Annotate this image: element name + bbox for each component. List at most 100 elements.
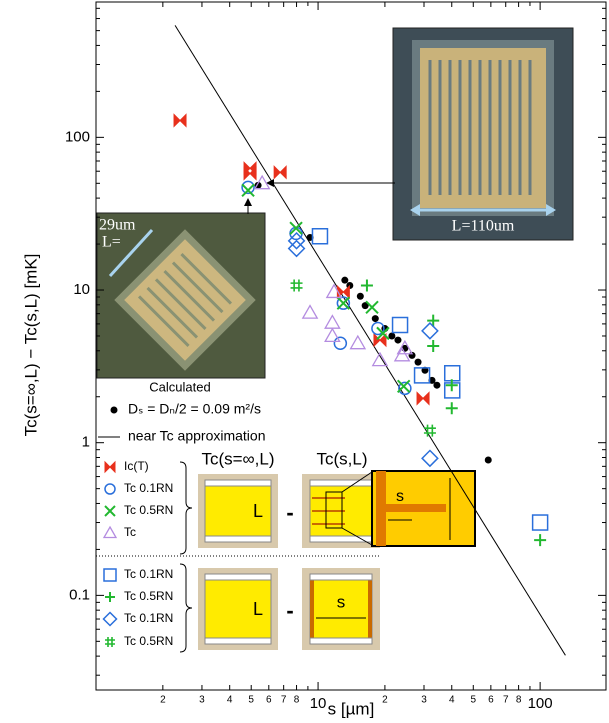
point [396, 379, 411, 394]
legend-label: Tc 0.5RN [124, 634, 173, 648]
x-tick-label: 6 [266, 695, 272, 706]
point [301, 304, 319, 319]
x-tick-label: 7 [503, 695, 509, 706]
point [421, 449, 439, 468]
point [373, 332, 387, 348]
point [361, 302, 369, 310]
point [393, 346, 411, 362]
legend-label: Tc 0.1RN [124, 611, 173, 625]
point [341, 276, 349, 284]
x-tick-label: 4 [227, 695, 233, 706]
x-axis-label: s [µm] [328, 699, 375, 718]
legend-marker [102, 525, 118, 539]
point [356, 292, 364, 300]
x-tick-label: 5 [248, 695, 254, 706]
legend-label: Tc [124, 525, 136, 539]
legend-label: Ic(T) [124, 459, 149, 473]
photo-large: L=110um [392, 27, 574, 241]
x-tick-label: 5 [470, 695, 476, 706]
diagram-label: Tc(s=∞,L) [201, 449, 274, 468]
y-tick-label: 100 [65, 128, 90, 145]
point [336, 296, 351, 310]
point [173, 113, 187, 128]
point [388, 332, 396, 340]
x-tick-label: 6 [488, 695, 494, 706]
legend-label: Dₛ = Dₙ/2 = 0.09 m²/s [128, 401, 261, 417]
point [445, 379, 458, 392]
point [427, 314, 440, 327]
point [324, 327, 341, 343]
legend-marker [105, 592, 115, 602]
x-tick-label: 7 [281, 695, 287, 706]
legend-marker [104, 505, 116, 517]
point [325, 283, 343, 299]
y-axis-label: Tc(s=∞,L) − Tc(s,L) [mK] [21, 254, 40, 437]
diagram-label: s [337, 592, 346, 611]
point [443, 365, 461, 382]
point [534, 534, 547, 547]
x-tick-label: 2 [160, 695, 166, 706]
legend-label: Tc 0.5RN [124, 589, 173, 603]
point [398, 381, 412, 396]
point [333, 336, 348, 351]
x-tick-label: 8 [516, 695, 522, 706]
diagram-label: - [286, 598, 293, 623]
photo-label: 29um [99, 217, 136, 234]
point [423, 424, 436, 437]
point [311, 228, 329, 245]
photo-label: L=110um [452, 218, 515, 235]
diagrams: Tc(s=∞,L) Tc(s,L) L - s L - s s [198, 449, 476, 650]
photo-caption: Calculated [149, 379, 210, 394]
photo-label: L= [102, 234, 121, 251]
point [371, 321, 385, 336]
point [413, 367, 431, 384]
point [290, 279, 303, 292]
diagram-label: s [396, 488, 404, 505]
legend-marker [104, 460, 116, 474]
point [371, 351, 389, 367]
legend-marker [102, 611, 118, 627]
point [365, 300, 379, 315]
point [243, 166, 257, 181]
x-tick-label: 3 [421, 695, 427, 706]
point [349, 334, 367, 350]
x-tick-label: 2 [382, 695, 388, 706]
point [433, 381, 441, 389]
x-tick-label: 4 [449, 695, 455, 706]
point [445, 402, 458, 415]
point [241, 180, 255, 195]
legend-label: near Tc approximation [128, 428, 265, 444]
x-tick-label: 100 [528, 695, 553, 712]
point [324, 314, 341, 329]
point [414, 358, 422, 366]
legend-marker [105, 637, 115, 647]
legend-marker [110, 406, 118, 414]
plot-frame [95, 1, 607, 691]
point [376, 326, 390, 341]
diagram-label: Tc(s,L) [317, 449, 368, 468]
legend-decor [96, 461, 380, 653]
x-tick-label: 10 [310, 695, 327, 712]
diagram-label: L [253, 599, 263, 619]
point [531, 514, 549, 531]
point [287, 239, 306, 258]
point [391, 316, 409, 334]
legend-label: Tc 0.1RN [124, 481, 173, 495]
diagram-label: L [253, 501, 263, 521]
legend-label: Tc 0.5RN [124, 503, 173, 517]
point [394, 336, 402, 344]
y-tick-label: 10 [73, 281, 90, 298]
point [360, 279, 373, 292]
point [427, 339, 440, 352]
point [241, 183, 255, 197]
point [253, 174, 271, 190]
x-tick-label: 8 [294, 695, 300, 706]
x-tick-label: 3 [199, 695, 205, 706]
legend-marker [103, 568, 117, 582]
point [289, 221, 303, 235]
point [287, 231, 306, 250]
point [484, 456, 492, 464]
line [174, 25, 566, 656]
point [336, 296, 351, 310]
